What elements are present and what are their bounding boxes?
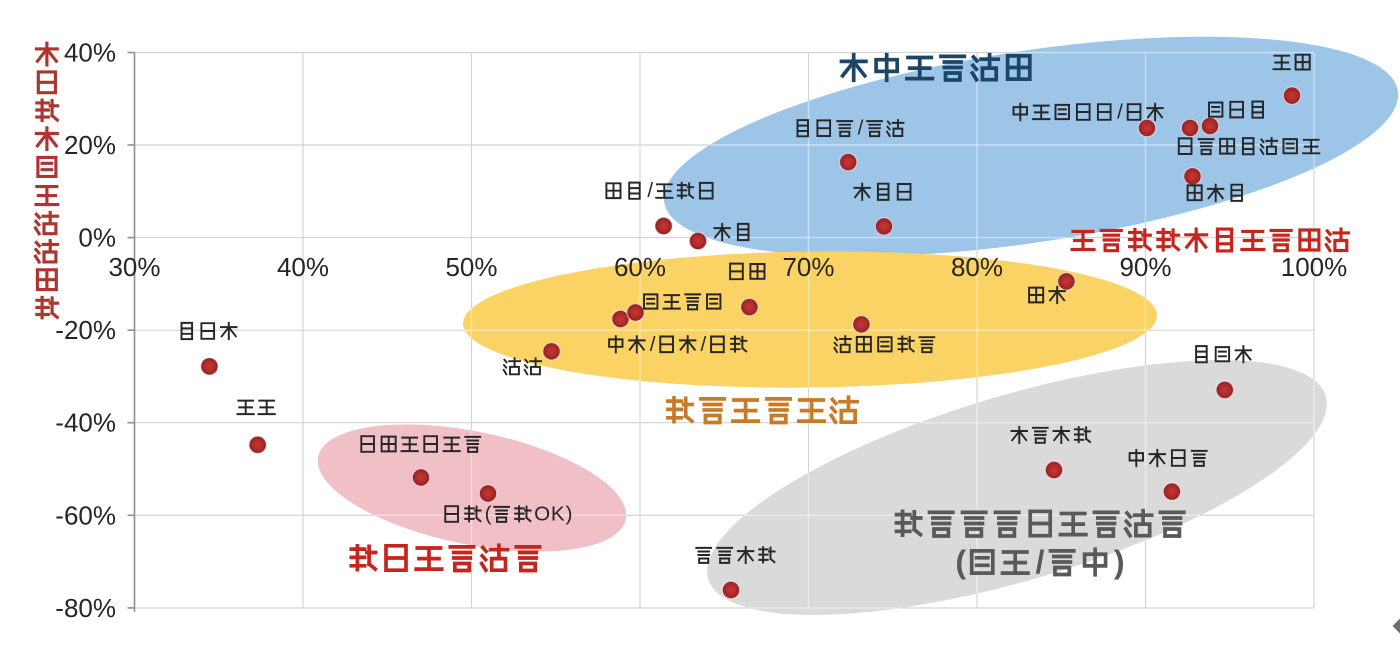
svg-text:): ) — [1114, 544, 1125, 580]
svg-text:K: K — [551, 503, 565, 526]
svg-text:/: / — [1036, 544, 1045, 580]
svg-text:90%: 90% — [1119, 252, 1171, 282]
svg-text:/: / — [650, 333, 656, 356]
svg-text:30%: 30% — [108, 252, 160, 282]
svg-text:(: ( — [485, 503, 492, 526]
svg-text:(: ( — [955, 544, 966, 580]
svg-text:O: O — [534, 503, 550, 526]
svg-text:-40%: -40% — [55, 408, 116, 438]
svg-text:): ) — [566, 503, 573, 526]
svg-text:0%: 0% — [78, 223, 116, 253]
svg-text:/: / — [858, 117, 864, 140]
svg-text:/: / — [1117, 101, 1123, 124]
svg-text:40%: 40% — [277, 252, 329, 282]
svg-text:40%: 40% — [64, 38, 116, 68]
svg-text:60%: 60% — [614, 252, 666, 282]
svg-text:/: / — [647, 179, 653, 202]
svg-text:20%: 20% — [64, 130, 116, 160]
svg-text:/: / — [701, 333, 707, 356]
svg-text:-80%: -80% — [55, 593, 116, 623]
svg-text:80%: 80% — [951, 252, 1003, 282]
svg-text:100%: 100% — [1281, 252, 1348, 282]
svg-text:-60%: -60% — [55, 500, 116, 530]
svg-text:70%: 70% — [782, 252, 834, 282]
svg-text:-20%: -20% — [55, 315, 116, 345]
svg-text:50%: 50% — [445, 252, 497, 282]
